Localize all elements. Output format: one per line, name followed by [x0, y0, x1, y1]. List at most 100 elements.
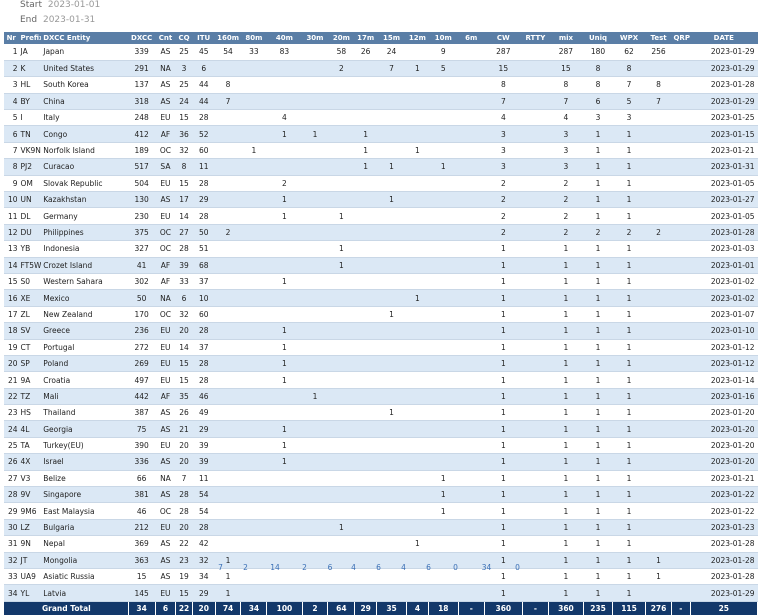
- cell-30m: [302, 273, 328, 291]
- grand-total-10m: 18: [428, 601, 459, 615]
- cell-nr: 24: [4, 420, 19, 438]
- table-row[interactable]: 1 JA Japan 339 AS 25 45 54 33 83 58 26 24 9 287 287 180 6…: [4, 44, 758, 61]
- table-row[interactable]: 21 9A Croatia 497 EU 15 28 1 1 1 1 1 2023-01-14: [4, 371, 758, 389]
- cell-cnt: EU: [155, 339, 176, 356]
- cell-itu: 52: [192, 125, 216, 143]
- table-row[interactable]: 20 SP Poland 269 EU 15 28 1 1 1 1 1 2023-01-12: [4, 355, 758, 373]
- table-row[interactable]: 12 DU Philippines 375 OC 27 50 2 2 2 2 2 2 2023-01-28: [4, 224, 758, 242]
- table-row[interactable]: 31 9N Nepal 369 AS 22 42 1 1 1 1 1 2023-01-28: [4, 535, 758, 553]
- cell-cq: 36: [175, 125, 193, 143]
- cell-17m: 1: [354, 142, 377, 160]
- cell-15m: [376, 453, 407, 471]
- table-row[interactable]: 14 FT5W Crozet Island 41 AF 39 68 1 1 1 1 1 2023-01-…: [4, 257, 758, 274]
- table-row[interactable]: 15 S0 Western Sahara 302 AF 33 37 1 1 1 1 1 2023-01-…: [4, 273, 758, 291]
- cell-6m: [458, 289, 485, 307]
- cell-cnt: EU: [155, 584, 176, 602]
- start-date-value[interactable]: 2023-01-01: [47, 0, 101, 10]
- table-row[interactable]: 5 I Italy 248 EU 15 28 4 4 4 3 3 2023-01-25: [4, 109, 758, 127]
- cell-prefix: DL: [18, 207, 42, 225]
- cell-15m: [376, 273, 407, 291]
- cell-itu: 11: [192, 158, 216, 176]
- cell-wpx: 8: [612, 60, 646, 78]
- table-row[interactable]: 34 YL Latvia 145 EU 15 29 1 1 1 1 1 2023-01-29: [4, 584, 758, 602]
- dxcc-results-table: Nr Prefix DXCC Entity DXCC Cnt CQ ITU 160m 80m 40…: [4, 32, 759, 615]
- cell-dxcc-entity: Portugal: [41, 339, 129, 356]
- cell-qrp: [671, 437, 691, 455]
- cell-prefix: 9A: [18, 371, 42, 389]
- table-row[interactable]: 19 CT Portugal 272 EU 14 37 1 1 1 1 1 2023-01-12: [4, 339, 758, 356]
- cell-80m: [240, 273, 267, 291]
- cell-nr: 7: [4, 142, 19, 160]
- table-row[interactable]: 18 SV Greece 236 EU 20 28 1 1 1 1 1 2023-01-10: [4, 322, 758, 340]
- table-row[interactable]: 17 ZL New Zealand 170 OC 32 60 1 1 1 1 1 2023-01-07: [4, 306, 758, 324]
- cell-30m: [302, 142, 328, 160]
- cell-cnt: EU: [155, 519, 176, 537]
- cell-30m: [302, 44, 328, 61]
- cell-wpx: 7: [612, 76, 646, 94]
- cell-cq: 25: [175, 76, 193, 94]
- cell-20m: [327, 404, 355, 422]
- cell-15m: [376, 339, 407, 356]
- grand-total-6m: -: [458, 601, 485, 615]
- table-row[interactable]: 11 DL Germany 230 EU 14 28 1 1 2 2 1 1 2023-01-05: [4, 207, 758, 225]
- table-row[interactable]: 16 XE Mexico 50 NA 6 10 1 1 1 1 1 2023-01-02: [4, 289, 758, 307]
- table-row[interactable]: 2 K United States 291 NA 3 6 2 7 1 5 15 15 8 8 2023-01-…: [4, 60, 758, 78]
- cell-80m: [240, 93, 267, 111]
- cell-12m: [406, 207, 429, 225]
- table-row[interactable]: 8 PJ2 Curacao 517 SA 8 11 1 1 1 3 3 1 1 2023-01-31: [4, 158, 758, 176]
- column-header-prefix: Prefix: [18, 32, 42, 44]
- cell-itu: 44: [192, 93, 216, 111]
- cell-12m: [406, 486, 429, 504]
- cell-prefix: FT5W: [18, 257, 42, 274]
- cell-qrp: [671, 158, 691, 176]
- cell-10m: 5: [428, 60, 459, 78]
- cell-uniq: 1: [583, 371, 613, 389]
- table-row[interactable]: 7 VK9N Norfolk Island 189 OC 32 60 1 1 1 3 3 1 1 2023-…: [4, 142, 758, 160]
- cell-dxcc-entity: Curacao: [41, 158, 129, 176]
- cell-dxcc-entity: Japan: [41, 44, 129, 61]
- cell-10m: [428, 339, 459, 356]
- cell-15m: 1: [376, 404, 407, 422]
- table-row[interactable]: 23 HS Thailand 387 AS 26 49 1 1 1 1 1 2023-01-20: [4, 404, 758, 422]
- cell-date: 2023-01-02: [690, 289, 758, 307]
- table-row[interactable]: 25 TA Turkey(EU) 390 EU 20 39 1 1 1 1 1 2023-01-20: [4, 437, 758, 455]
- table-row[interactable]: 4 BY China 318 AS 24 44 7 7 7 6 5 7 2023-01-29: [4, 93, 758, 111]
- cell-test: [645, 535, 672, 553]
- cell-uniq: 1: [583, 158, 613, 176]
- cell-160m: [215, 175, 241, 193]
- table-row[interactable]: 32 JT Mongolia 363 AS 23 32 1 1 1 1 1 1 2023-01-28: [4, 552, 758, 570]
- cell-cw: 1: [484, 240, 523, 258]
- cell-date: 2023-01-31: [690, 158, 758, 176]
- cell-itu: 29: [192, 420, 216, 438]
- table-row[interactable]: 9 OM Slovak Republic 504 EU 15 28 2 2 2 1 1 2023-01-…: [4, 175, 758, 193]
- cell-80m: [240, 388, 267, 406]
- table-row[interactable]: 22 TZ Mali 442 AF 35 46 1 1 1 1 1 2023-01-16: [4, 388, 758, 406]
- cell-nr: 21: [4, 371, 19, 389]
- table-row[interactable]: 10 UN Kazakhstan 130 AS 17 29 1 1 2 2 1 1 2023-01-27: [4, 191, 758, 209]
- table-row[interactable]: 28 9V Singapore 381 AS 28 54 1 1 1 1 1 2023-01-22: [4, 486, 758, 504]
- cell-cq: 24: [175, 93, 193, 111]
- cell-10m: 9: [428, 44, 459, 61]
- cell-80m: [240, 584, 267, 602]
- table-row[interactable]: 24 4L Georgia 75 AS 21 29 1 1 1 1 1 2023-01-20: [4, 420, 758, 438]
- cell-15m: [376, 552, 407, 570]
- cell-40m: 1: [266, 322, 303, 340]
- end-date-value[interactable]: 2023-01-31: [42, 15, 96, 25]
- table-row[interactable]: 30 LZ Bulgaria 212 EU 20 28 1 1 1 1 1 2023-01-23: [4, 519, 758, 537]
- cell-30m: [302, 306, 328, 324]
- cell-40m: 1: [266, 453, 303, 471]
- cell-cq: 14: [175, 207, 193, 225]
- cell-mix: 3: [548, 125, 584, 143]
- table-row[interactable]: 29 9M6 East Malaysia 46 OC 28 54 1 1 1 1 1 2023-01-2…: [4, 502, 758, 520]
- table-row[interactable]: 3 HL South Korea 137 AS 25 44 8 8 8 8 7 8 2023-01-28: [4, 76, 758, 94]
- table-row[interactable]: 6 TN Congo 412 AF 36 52 1 1 1 3 3 1 1 2023-01-15: [4, 125, 758, 143]
- cell-17m: [354, 306, 377, 324]
- cell-cnt: OC: [155, 224, 176, 242]
- cell-30m: [302, 371, 328, 389]
- cell-30m: [302, 486, 328, 504]
- table-row[interactable]: 26 4X Israel 336 AS 20 39 1 1 1 1 1 2023-01-20: [4, 453, 758, 471]
- table-row[interactable]: 13 YB Indonesia 327 OC 28 51 1 1 1 1 1 2023-01-03: [4, 240, 758, 258]
- column-header-itu: ITU: [192, 32, 216, 44]
- cell-qrp: [671, 207, 691, 225]
- table-row[interactable]: 27 V3 Belize 66 NA 7 11 1 1 1 1 1 2023-01-21: [4, 470, 758, 488]
